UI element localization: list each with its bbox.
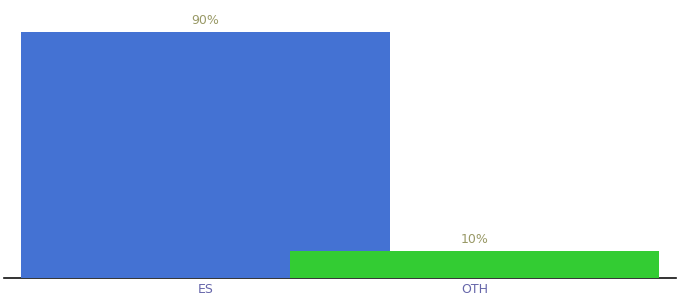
Bar: [21, 32, 390, 278]
Text: 10%: 10%: [460, 233, 488, 247]
Bar: [290, 250, 659, 278]
Text: 90%: 90%: [192, 14, 220, 27]
